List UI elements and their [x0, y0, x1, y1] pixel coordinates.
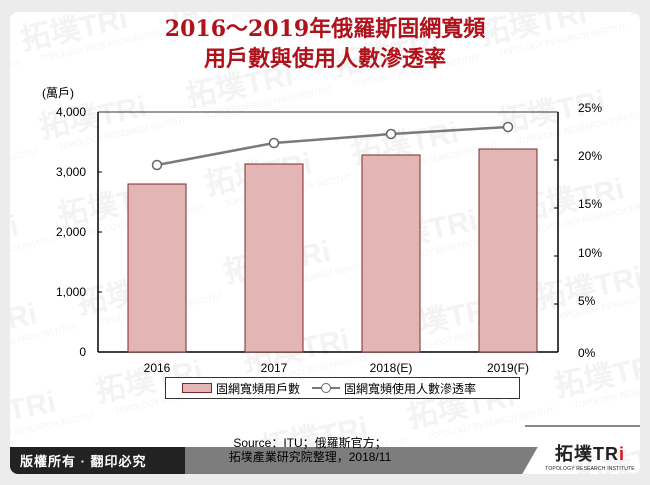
copyright-text: 版權所有 · 翻印必究: [20, 454, 147, 469]
legend-bar-label: 固網寬頻用戶數: [216, 381, 301, 396]
right-tick-label: 0%: [578, 346, 596, 360]
left-tick-label: 1,000: [56, 285, 86, 299]
category-label: 2016: [144, 361, 171, 375]
right-axis-ticks: [554, 159, 558, 305]
line-marker-icon: [312, 383, 341, 393]
left-tick-label: 0: [79, 345, 86, 359]
line-point-2018: [385, 128, 397, 140]
left-axis-ticks: [98, 171, 102, 293]
line-point-2017: [268, 137, 280, 149]
footer-copyright-band: [10, 447, 185, 474]
category-label: 2017: [261, 361, 288, 375]
left-tick-label: 4,000: [56, 105, 86, 119]
logo-subtitle: TOPOLOGY RESEARCH INSTITUTE: [545, 466, 635, 472]
bar-swatch-icon: [182, 383, 212, 393]
category-label: 2018(E): [370, 361, 413, 375]
left-tick-label: 3,000: [56, 165, 86, 179]
line-point-2016: [151, 159, 163, 171]
bar-2017: [244, 163, 304, 353]
penetration-line: [156, 125, 509, 167]
source-note: Source：ITU；俄羅斯官方； 拓墣產業研究院整理，2018/11: [190, 436, 430, 464]
logo-text: 拓墣TR: [554, 444, 619, 464]
bar-2016: [127, 183, 187, 353]
source-line-1: Source：ITU；俄羅斯官方；: [233, 436, 387, 450]
bar-2018: [361, 154, 421, 353]
footer-divider: [525, 425, 640, 427]
source-line-2: 拓墣產業研究院整理，2018/11: [228, 450, 392, 464]
logo-i: i: [618, 444, 625, 464]
right-tick-label: 5%: [578, 294, 596, 308]
bar-2019: [478, 148, 538, 353]
category-label: 2019(F): [487, 361, 529, 375]
left-axis-unit: (萬戶): [42, 86, 74, 100]
right-tick-label: 15%: [578, 197, 602, 211]
right-tick-label: 25%: [578, 101, 602, 115]
right-tick-label: 10%: [578, 246, 602, 260]
right-tick-label: 20%: [578, 149, 602, 163]
line-point-2019: [502, 121, 514, 133]
tri-logo: 拓墣TRi TOPOLOGY RESEARCH INSTITUTE: [540, 440, 640, 480]
legend-line-label: 固網寬頻使用人數滲透率: [344, 381, 477, 396]
chart-title-line1: 2016～2019年俄羅斯固網寬頻: [164, 16, 486, 42]
chart-legend: 固網寬頻用戶數 固網寬頻使用人數滲透率: [165, 377, 520, 399]
left-tick-label: 2,000: [56, 225, 86, 239]
chart-title-line2: 用戶數與使用人數滲透率: [203, 46, 446, 72]
